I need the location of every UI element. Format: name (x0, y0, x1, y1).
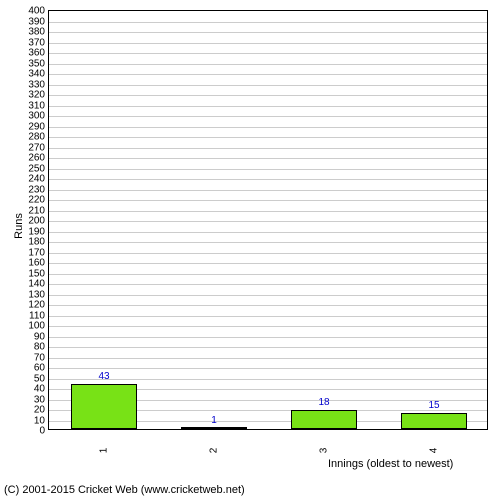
ytick-label: 120 (28, 300, 49, 311)
ytick-label: 90 (34, 331, 49, 342)
ytick-label: 190 (28, 226, 49, 237)
gridline (49, 74, 487, 75)
ytick-label: 380 (28, 27, 49, 38)
ytick-label: 30 (34, 394, 49, 405)
gridline (49, 347, 487, 348)
ytick-label: 160 (28, 258, 49, 269)
ytick-label: 210 (28, 205, 49, 216)
xtick-label: 2 (209, 448, 220, 454)
ytick-label: 370 (28, 37, 49, 48)
chart-container: 0102030405060708090100110120130140150160… (0, 0, 500, 500)
gridline (49, 85, 487, 86)
ytick-label: 200 (28, 216, 49, 227)
gridline (49, 295, 487, 296)
bar-value-label: 15 (428, 400, 439, 411)
ytick-label: 390 (28, 16, 49, 27)
bar (181, 427, 247, 429)
bar-value-label: 18 (318, 397, 329, 408)
bar-value-label: 1 (211, 415, 217, 426)
gridline (49, 284, 487, 285)
plot-area: 0102030405060708090100110120130140150160… (48, 10, 488, 430)
ytick-label: 50 (34, 373, 49, 384)
gridline (49, 242, 487, 243)
ytick-label: 320 (28, 90, 49, 101)
gridline (49, 106, 487, 107)
gridline (49, 221, 487, 222)
y-axis-label: Runs (13, 213, 25, 239)
ytick-label: 0 (39, 426, 49, 437)
x-axis-label: Innings (oldest to newest) (328, 458, 453, 470)
copyright-text: (C) 2001-2015 Cricket Web (www.cricketwe… (4, 484, 245, 496)
ytick-label: 260 (28, 153, 49, 164)
gridline (49, 158, 487, 159)
ytick-label: 340 (28, 69, 49, 80)
gridline (49, 253, 487, 254)
gridline (49, 53, 487, 54)
gridline (49, 263, 487, 264)
gridline (49, 22, 487, 23)
ytick-label: 280 (28, 132, 49, 143)
ytick-label: 350 (28, 58, 49, 69)
ytick-label: 110 (29, 310, 49, 321)
ytick-label: 100 (28, 321, 49, 332)
gridline (49, 116, 487, 117)
gridline (49, 305, 487, 306)
gridline (49, 43, 487, 44)
gridline (49, 148, 487, 149)
ytick-label: 180 (28, 237, 49, 248)
ytick-label: 70 (34, 352, 49, 363)
gridline (49, 137, 487, 138)
xtick-label: 3 (319, 448, 330, 454)
gridline (49, 32, 487, 33)
gridline (49, 200, 487, 201)
xtick-label: 1 (99, 448, 110, 454)
ytick-label: 80 (34, 342, 49, 353)
gridline (49, 95, 487, 96)
gridline (49, 274, 487, 275)
gridline (49, 337, 487, 338)
bar (71, 384, 137, 429)
gridline (49, 127, 487, 128)
ytick-label: 220 (28, 195, 49, 206)
ytick-label: 170 (28, 247, 49, 258)
gridline (49, 232, 487, 233)
gridline (49, 190, 487, 191)
ytick-label: 240 (28, 174, 49, 185)
bar-value-label: 43 (98, 371, 109, 382)
gridline (49, 169, 487, 170)
ytick-label: 10 (34, 415, 49, 426)
gridline (49, 179, 487, 180)
gridline (49, 64, 487, 65)
ytick-label: 140 (28, 279, 49, 290)
ytick-label: 250 (28, 163, 49, 174)
ytick-label: 20 (34, 405, 49, 416)
bar (291, 410, 357, 429)
ytick-label: 60 (34, 363, 49, 374)
gridline (49, 379, 487, 380)
ytick-label: 290 (28, 121, 49, 132)
ytick-label: 330 (28, 79, 49, 90)
ytick-label: 150 (28, 268, 49, 279)
ytick-label: 360 (28, 48, 49, 59)
gridline (49, 211, 487, 212)
bar (401, 413, 467, 429)
xtick-label: 4 (429, 448, 440, 454)
ytick-label: 400 (28, 6, 49, 17)
ytick-label: 310 (28, 100, 49, 111)
ytick-label: 130 (28, 289, 49, 300)
gridline (49, 326, 487, 327)
ytick-label: 270 (28, 142, 49, 153)
gridline (49, 368, 487, 369)
ytick-label: 300 (28, 111, 49, 122)
ytick-label: 40 (34, 384, 49, 395)
gridline (49, 316, 487, 317)
gridline (49, 358, 487, 359)
ytick-label: 230 (28, 184, 49, 195)
